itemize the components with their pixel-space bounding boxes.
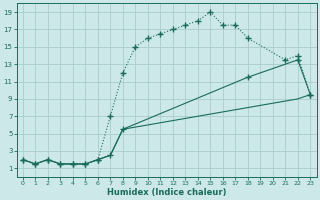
X-axis label: Humidex (Indice chaleur): Humidex (Indice chaleur) [107,188,226,197]
